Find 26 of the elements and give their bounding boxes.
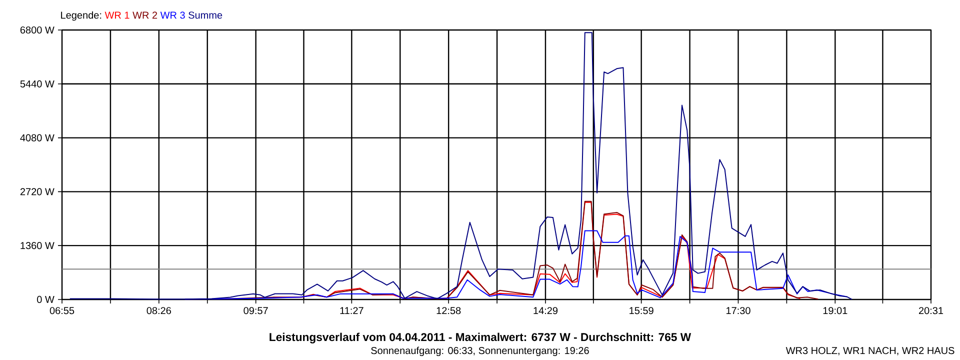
x-tick-label: 14:29: [534, 307, 558, 314]
y-tick-label: 4080 W: [20, 134, 54, 142]
y-tick-label: 0 W: [37, 296, 54, 304]
text: WR 3: [160, 12, 185, 19]
text: WR 2: [132, 12, 158, 19]
line-series: [184, 230, 848, 300]
x-tick-label: 19:01: [823, 307, 848, 314]
text: WR3 HOLZ, WR1 NACH, WR2 HAUS: [786, 347, 954, 356]
x-tick-label: 09:57: [244, 307, 268, 314]
y-tick-label: 1360 W: [20, 242, 54, 250]
y-tick-label: 2720 W: [20, 188, 54, 196]
text: Summe: [188, 12, 222, 19]
x-tick-label: 11:27: [340, 307, 364, 314]
x-tick-label: 06:55: [50, 307, 74, 314]
line-series: [69, 32, 852, 300]
x-tick-label: 17:30: [726, 307, 750, 314]
y-tick-label: 6800 W: [20, 26, 54, 34]
legend-title: Legende:: [61, 11, 102, 21]
y-tick-label: 5440 W: [20, 80, 54, 88]
x-tick-label: 15:59: [630, 307, 654, 314]
x-tick-label: 12:58: [436, 307, 461, 314]
text: Sonnenaufgang: 06:33, Sonnenuntergang: 19:26: [371, 346, 589, 356]
text: Leistungsverlauf vom 04.04.2011 - Maximalwert: 6737 W - Durchschnitt: 765 W: [270, 332, 692, 344]
text: WR 1: [104, 12, 130, 19]
x-tick-label: 20:31: [918, 307, 944, 314]
x-tick-label: 08:26: [146, 307, 171, 314]
